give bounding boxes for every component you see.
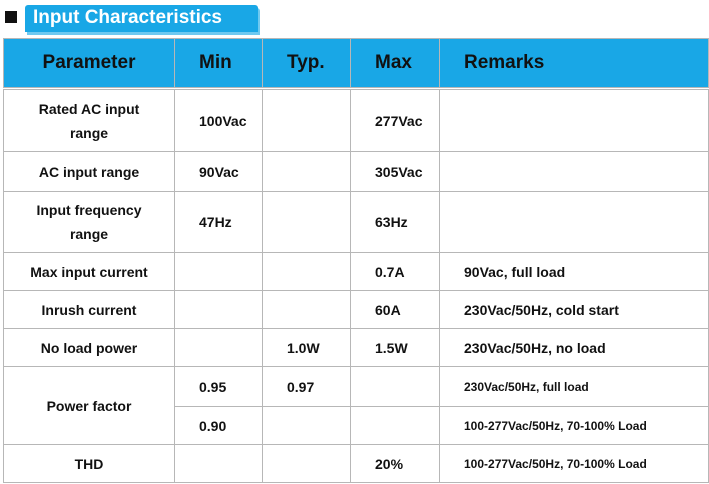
param-cell: Max input current [3, 252, 175, 291]
square-bullet-icon [5, 11, 17, 23]
max-cell: 63Hz [350, 191, 440, 253]
min-cell [174, 290, 263, 329]
section-title: Input Characteristics [33, 7, 222, 28]
header-remarks: Remarks [439, 38, 709, 88]
max-cell: 305Vac [350, 151, 440, 192]
min-cell: 47Hz [174, 191, 263, 253]
max-cell: 1.5W [350, 328, 440, 367]
param-cell: Input frequency range [3, 191, 175, 253]
typ-cell [262, 151, 351, 192]
typ-cell [262, 252, 351, 291]
typ-cell [262, 406, 351, 445]
remarks-cell [439, 89, 709, 152]
typ-cell: 1.0W [262, 328, 351, 367]
min-cell [174, 252, 263, 291]
table-row: Input frequency range 47Hz 63Hz [3, 191, 709, 253]
remarks-cell: 230Vac/50Hz, full load [439, 366, 709, 407]
param-cell: No load power [3, 328, 175, 367]
min-cell: 100Vac [174, 89, 263, 152]
typ-cell [262, 290, 351, 329]
header-min: Min [174, 38, 263, 88]
remarks-cell: 100-277Vac/50Hz, 70-100% Load [439, 406, 709, 445]
section-title-tab: Input Characteristics [25, 5, 258, 32]
typ-cell [262, 89, 351, 152]
table-row: Inrush current 60A 230Vac/50Hz, cold sta… [3, 290, 709, 329]
min-cell: 0.90 [174, 406, 263, 445]
param-cell: Inrush current [3, 290, 175, 329]
remarks-cell: 90Vac, full load [439, 252, 709, 291]
table-row: Rated AC input range 100Vac 277Vac [3, 89, 709, 152]
remarks-cell: 230Vac/50Hz, no load [439, 328, 709, 367]
table-row: Power factor 0.95 0.97 230Vac/50Hz, full… [3, 366, 709, 445]
param-cell: Power factor [3, 366, 175, 445]
remarks-cell: 230Vac/50Hz, cold start [439, 290, 709, 329]
max-cell [350, 406, 440, 445]
max-cell: 60A [350, 290, 440, 329]
header-max: Max [350, 38, 440, 88]
max-cell: 20% [350, 444, 440, 483]
remarks-cell: 100-277Vac/50Hz, 70-100% Load [439, 444, 709, 483]
remarks-cell [439, 151, 709, 192]
max-cell: 277Vac [350, 89, 440, 152]
remarks-cell [439, 191, 709, 253]
table-row: THD 20% 100-277Vac/50Hz, 70-100% Load [3, 444, 709, 483]
min-cell: 0.95 [174, 366, 263, 407]
table-row: Max input current 0.7A 90Vac, full load [3, 252, 709, 291]
param-cell: THD [3, 444, 175, 483]
max-cell: 0.7A [350, 252, 440, 291]
table-row: No load power 1.0W 1.5W 230Vac/50Hz, no … [3, 328, 709, 367]
header-parameter: Parameter [3, 38, 175, 88]
table-header-row: Parameter Min Typ. Max Remarks [3, 38, 709, 88]
min-cell: 90Vac [174, 151, 263, 192]
max-cell [350, 366, 440, 407]
typ-cell [262, 191, 351, 253]
min-cell [174, 444, 263, 483]
typ-cell: 0.97 [262, 366, 351, 407]
input-characteristics-table: Parameter Min Typ. Max Remarks Rated AC … [3, 38, 709, 483]
typ-cell [262, 444, 351, 483]
param-cell: Rated AC input range [3, 89, 175, 152]
header-typ: Typ. [262, 38, 351, 88]
param-cell: AC input range [3, 151, 175, 192]
table-row: AC input range 90Vac 305Vac [3, 151, 709, 192]
min-cell [174, 328, 263, 367]
